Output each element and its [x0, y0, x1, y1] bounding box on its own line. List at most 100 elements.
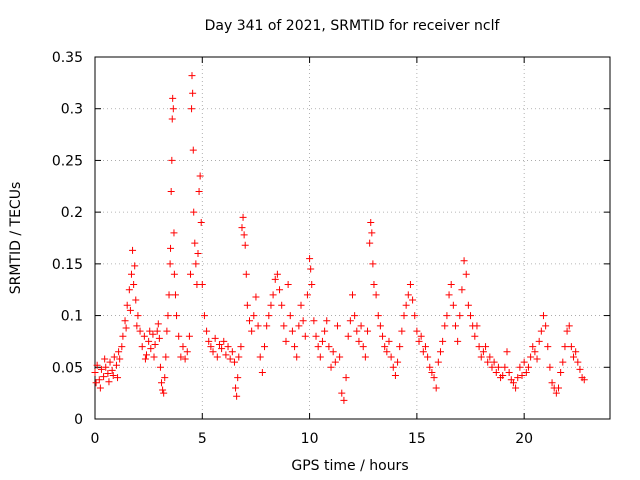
- data-point: [307, 265, 315, 273]
- data-point: [479, 348, 487, 356]
- data-point: [162, 353, 170, 361]
- data-point: [261, 343, 269, 351]
- data-point: [494, 363, 502, 371]
- data-point: [240, 231, 248, 239]
- data-point: [572, 348, 580, 356]
- x-tick-label: 15: [408, 431, 426, 447]
- data-point: [183, 348, 191, 356]
- data-point: [346, 317, 354, 325]
- data-point: [366, 239, 374, 247]
- grid: [95, 57, 610, 419]
- data-point: [220, 337, 228, 345]
- data-point: [278, 301, 286, 309]
- data-point: [544, 343, 552, 351]
- data-point: [552, 389, 560, 397]
- data-point: [252, 293, 260, 301]
- data-point: [355, 337, 363, 345]
- data-point: [235, 353, 243, 361]
- data-point: [299, 317, 307, 325]
- data-point: [409, 296, 417, 304]
- data-point: [146, 327, 154, 335]
- data-point: [155, 334, 163, 342]
- data-point: [372, 291, 380, 299]
- data-point: [250, 312, 258, 320]
- data-point: [168, 115, 176, 123]
- data-point: [293, 353, 301, 361]
- data-point: [454, 337, 462, 345]
- data-point: [546, 363, 554, 371]
- data-point: [518, 372, 526, 380]
- y-tick-labels: 0 0.05 0.1 0.15 0.2 0.25 0.3 0.35: [52, 50, 83, 428]
- data-point: [242, 270, 250, 278]
- data-point: [499, 372, 507, 380]
- data-point: [342, 374, 350, 382]
- data-point: [505, 368, 513, 376]
- data-point: [190, 208, 198, 216]
- data-point: [456, 312, 464, 320]
- data-point: [156, 363, 164, 371]
- data-point: [177, 353, 185, 361]
- data-point: [303, 291, 311, 299]
- data-point: [203, 327, 211, 335]
- data-point: [301, 332, 309, 340]
- data-point: [284, 281, 292, 289]
- data-point: [158, 379, 166, 387]
- data-point: [344, 332, 352, 340]
- data-point: [196, 172, 204, 180]
- data-point: [165, 291, 173, 299]
- data-point: [449, 301, 457, 309]
- data-point: [168, 156, 176, 164]
- data-point: [321, 327, 329, 335]
- data-point: [417, 332, 425, 340]
- data-point: [565, 322, 573, 330]
- data-point: [512, 384, 520, 392]
- data-point: [561, 343, 569, 351]
- data-point: [542, 322, 550, 330]
- data-point: [263, 322, 271, 330]
- data-point: [548, 379, 556, 387]
- data-point: [191, 239, 199, 247]
- data-point: [329, 348, 337, 356]
- data-point: [396, 343, 404, 351]
- data-point: [376, 322, 384, 330]
- data-point: [516, 363, 524, 371]
- data-point: [189, 89, 197, 97]
- data-point: [424, 353, 432, 361]
- data-point: [531, 348, 539, 356]
- data-point: [370, 281, 378, 289]
- data-point: [228, 348, 236, 356]
- data-point: [230, 358, 238, 366]
- data-point: [501, 363, 509, 371]
- data-point: [145, 337, 153, 345]
- data-point: [415, 337, 423, 345]
- data-point: [400, 312, 408, 320]
- data-point: [169, 94, 177, 102]
- data-point: [170, 270, 178, 278]
- data-point: [100, 373, 108, 381]
- data-point: [169, 105, 177, 113]
- data-point: [432, 384, 440, 392]
- data-point: [391, 372, 399, 380]
- data-point: [171, 291, 179, 299]
- data-point: [357, 322, 365, 330]
- data-point: [185, 332, 193, 340]
- data-point: [557, 368, 565, 376]
- data-point: [211, 334, 219, 342]
- data-point: [475, 343, 483, 351]
- data-point: [484, 358, 492, 366]
- data-point: [364, 327, 372, 335]
- data-point: [141, 355, 149, 363]
- data-point: [490, 358, 498, 366]
- plot-frame: [94, 56, 611, 420]
- data-point: [288, 327, 296, 335]
- data-point: [195, 187, 203, 195]
- data-point: [428, 368, 436, 376]
- axis-ticks: [94, 56, 610, 420]
- x-tick-label: 0: [91, 431, 100, 447]
- data-point: [186, 270, 194, 278]
- data-point: [351, 312, 359, 320]
- data-point: [574, 358, 582, 366]
- data-point: [280, 322, 288, 330]
- y-tick-label: 0.1: [61, 309, 83, 325]
